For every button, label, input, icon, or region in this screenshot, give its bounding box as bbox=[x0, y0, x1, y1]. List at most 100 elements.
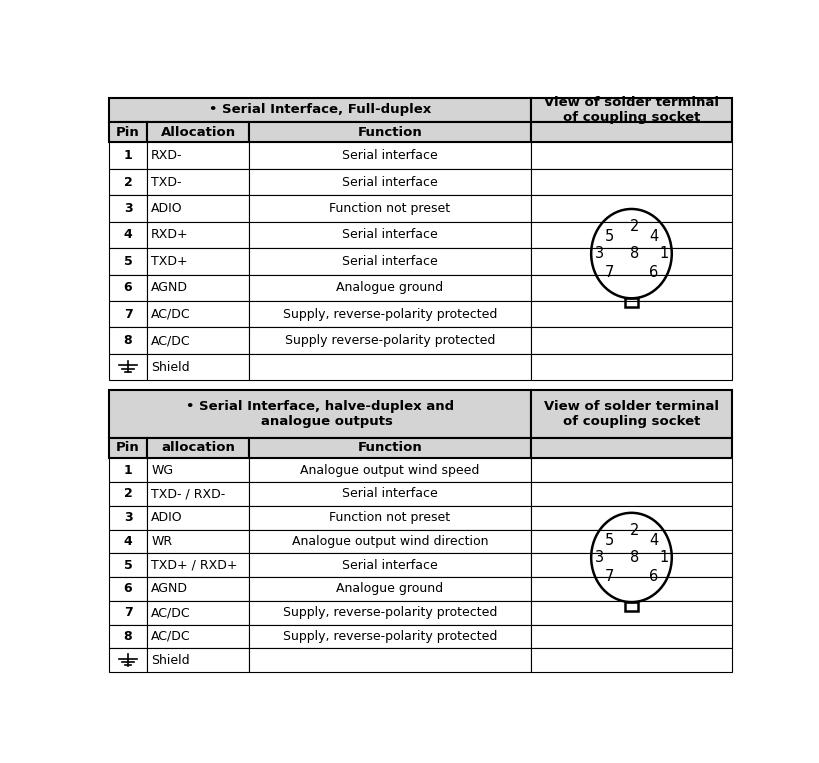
Bar bbox=[147, 195, 249, 222]
Bar bbox=[531, 530, 731, 553]
Bar bbox=[147, 625, 249, 649]
Bar bbox=[249, 506, 531, 530]
Bar bbox=[109, 275, 147, 301]
Text: 2: 2 bbox=[629, 523, 639, 538]
Text: WG: WG bbox=[151, 464, 173, 477]
Bar bbox=[249, 275, 531, 301]
Bar bbox=[249, 649, 531, 672]
Bar bbox=[531, 390, 731, 438]
Bar bbox=[109, 625, 147, 649]
Text: Function not preset: Function not preset bbox=[329, 511, 450, 524]
Text: 7: 7 bbox=[604, 568, 613, 584]
Bar bbox=[147, 649, 249, 672]
Bar bbox=[147, 169, 249, 195]
Bar bbox=[531, 506, 731, 530]
Bar bbox=[147, 482, 249, 506]
Bar bbox=[249, 122, 531, 143]
Text: Serial interface: Serial interface bbox=[342, 255, 437, 268]
Text: Serial interface: Serial interface bbox=[342, 228, 437, 241]
Bar bbox=[249, 222, 531, 248]
Bar bbox=[147, 222, 249, 248]
Bar bbox=[531, 625, 731, 649]
Text: 7: 7 bbox=[124, 307, 132, 320]
Text: 5: 5 bbox=[124, 255, 132, 268]
Text: WR: WR bbox=[151, 535, 172, 548]
Bar bbox=[531, 169, 731, 195]
Text: 3: 3 bbox=[594, 550, 603, 565]
Bar bbox=[109, 390, 531, 438]
Bar bbox=[249, 195, 531, 222]
Text: Serial interface: Serial interface bbox=[342, 559, 437, 571]
Text: TXD-: TXD- bbox=[151, 175, 182, 188]
Bar bbox=[531, 649, 731, 672]
Text: Serial interface: Serial interface bbox=[342, 175, 437, 188]
Bar bbox=[531, 600, 731, 625]
Bar bbox=[531, 222, 731, 248]
Bar bbox=[531, 248, 731, 275]
Text: 6: 6 bbox=[124, 282, 132, 295]
Text: Function not preset: Function not preset bbox=[329, 202, 450, 215]
Text: RXD+: RXD+ bbox=[151, 228, 188, 241]
Text: AC/DC: AC/DC bbox=[151, 607, 191, 620]
Text: Analogue output wind direction: Analogue output wind direction bbox=[292, 535, 487, 548]
Bar bbox=[147, 122, 249, 143]
Bar bbox=[109, 530, 147, 553]
Text: 5: 5 bbox=[124, 559, 132, 571]
Text: 8: 8 bbox=[124, 630, 132, 643]
Text: Pin: Pin bbox=[116, 126, 140, 139]
Text: allocation: allocation bbox=[161, 442, 235, 455]
Text: 4: 4 bbox=[648, 533, 658, 548]
Bar bbox=[147, 506, 249, 530]
Text: Analogue ground: Analogue ground bbox=[336, 582, 443, 595]
Bar bbox=[249, 438, 531, 459]
Text: 4: 4 bbox=[648, 229, 658, 244]
Bar bbox=[147, 459, 249, 482]
Text: AC/DC: AC/DC bbox=[151, 334, 191, 347]
Bar bbox=[624, 602, 637, 611]
Bar bbox=[531, 327, 731, 354]
Bar bbox=[531, 553, 731, 577]
Bar bbox=[531, 122, 731, 143]
Text: 4: 4 bbox=[124, 535, 132, 548]
Bar bbox=[147, 275, 249, 301]
Text: 7: 7 bbox=[604, 265, 613, 280]
Bar bbox=[531, 98, 731, 122]
Text: 1: 1 bbox=[658, 246, 667, 261]
Text: • Serial Interface, Full-duplex: • Serial Interface, Full-duplex bbox=[209, 103, 431, 116]
Bar bbox=[109, 459, 147, 482]
Text: Analogue output wind speed: Analogue output wind speed bbox=[300, 464, 479, 477]
Bar bbox=[147, 577, 249, 600]
Bar bbox=[249, 143, 531, 169]
Text: Function: Function bbox=[357, 442, 422, 455]
Text: 1: 1 bbox=[124, 149, 132, 162]
Bar bbox=[147, 530, 249, 553]
Text: 3: 3 bbox=[594, 246, 603, 261]
Text: 1: 1 bbox=[124, 464, 132, 477]
Text: TXD- / RXD-: TXD- / RXD- bbox=[151, 488, 225, 501]
Bar bbox=[147, 301, 249, 327]
Bar bbox=[109, 553, 147, 577]
Bar bbox=[109, 169, 147, 195]
Bar bbox=[249, 553, 531, 577]
Bar bbox=[249, 301, 531, 327]
Text: Allocation: Allocation bbox=[161, 126, 235, 139]
Bar bbox=[109, 506, 147, 530]
Text: 8: 8 bbox=[124, 334, 132, 347]
Text: TXD+: TXD+ bbox=[151, 255, 188, 268]
Text: 5: 5 bbox=[604, 533, 613, 548]
Bar bbox=[109, 122, 147, 143]
Text: 4: 4 bbox=[124, 228, 132, 241]
Text: 6: 6 bbox=[648, 568, 658, 584]
Bar bbox=[147, 553, 249, 577]
Bar bbox=[249, 459, 531, 482]
Bar bbox=[109, 482, 147, 506]
Text: Supply, reverse-polarity protected: Supply, reverse-polarity protected bbox=[283, 607, 496, 620]
Bar bbox=[531, 459, 731, 482]
Bar bbox=[531, 143, 731, 169]
Text: Shield: Shield bbox=[151, 361, 190, 374]
Text: Pin: Pin bbox=[116, 442, 140, 455]
Bar bbox=[249, 248, 531, 275]
Bar bbox=[147, 143, 249, 169]
Bar bbox=[147, 248, 249, 275]
Text: ADIO: ADIO bbox=[151, 511, 183, 524]
